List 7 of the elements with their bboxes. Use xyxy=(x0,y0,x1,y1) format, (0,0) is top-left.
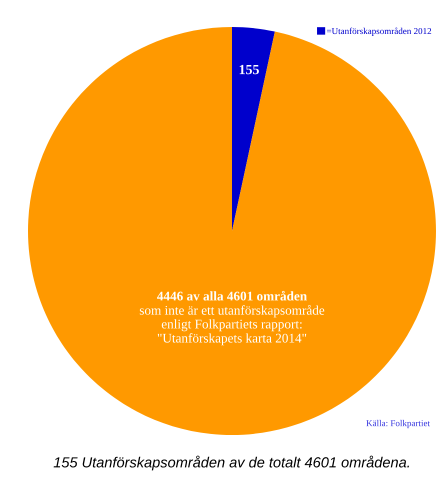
pie-slice xyxy=(28,27,436,435)
data-label: 155 xyxy=(240,64,259,74)
legend-label: =Utanförskapsområden 2012 xyxy=(326,27,432,36)
text: 155 Utanförskapsområden av de totalt 4601 områdena. xyxy=(54,456,409,470)
text: Källa: Folkpartiet xyxy=(366,420,430,428)
data-label: 4446 av alla 4601 områden som inte är ett utanförskapsområde enligt Folkpartiets rapport: "Utanförskapets karta 2014" xyxy=(140,290,324,346)
pie-slice xyxy=(232,27,275,231)
